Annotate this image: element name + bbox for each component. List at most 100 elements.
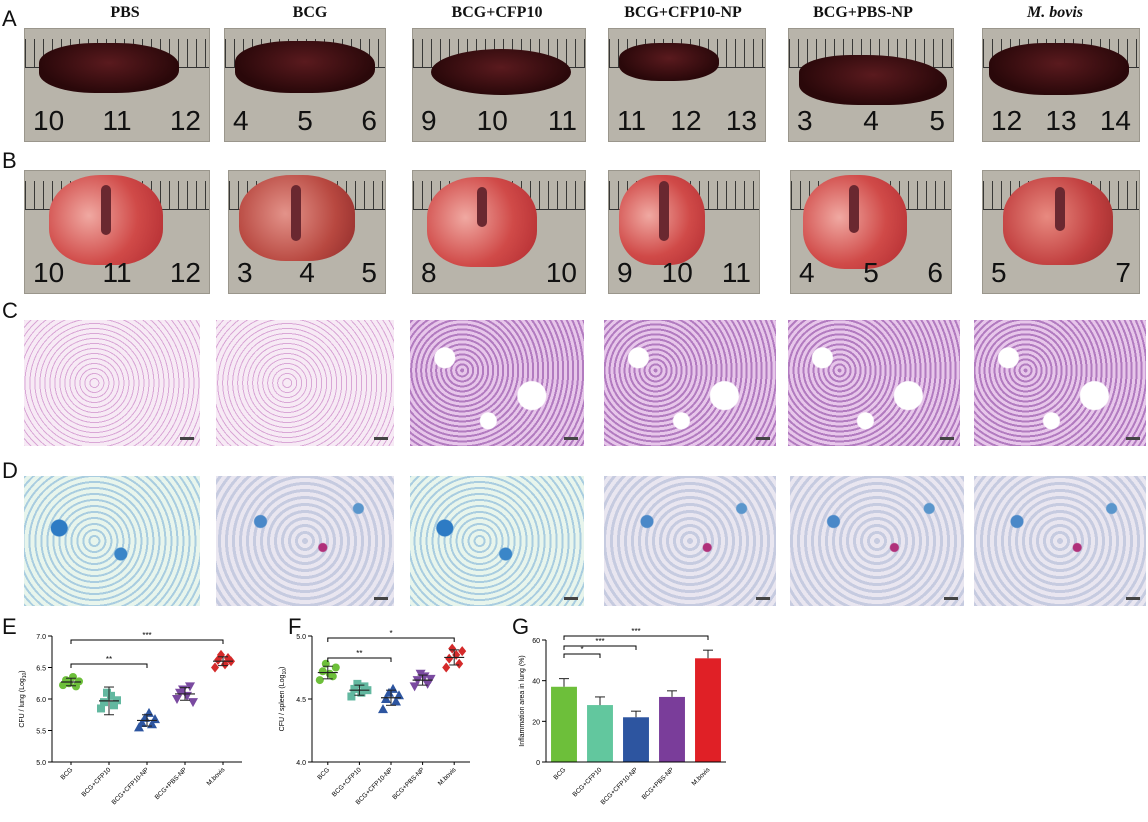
spleen-photo-bcg-cfp10: 9 10 11 [412,28,586,142]
lung-photo-bcg-cfp10: 8 10 [412,170,586,294]
data-point [409,682,420,692]
data-point [353,679,362,688]
ruler-number: 6 [927,257,943,288]
lung-photo-bcg-cfp10-np: 9 10 11 [608,170,760,294]
he-section-bcg-cfp10 [410,320,584,446]
data-point [107,691,115,700]
data-point [315,676,324,685]
ruler-number: 4 [299,257,315,288]
data-point [110,701,118,710]
ruler-number: 4 [799,257,815,288]
x-tick-label: BCG+PBS-NP [391,766,426,801]
significance-label: *** [142,631,151,640]
x-tick-label: BCG+CFP10 [572,766,604,798]
ruler-number: 5 [297,105,313,136]
zn-stain-m-bovis [974,476,1146,606]
data-point [394,690,404,700]
ruler-number: 10 [545,257,577,288]
ruler-number: 10 [476,105,508,136]
x-tick-label: BCG+PBS-NP [154,766,189,801]
zn-stain-bcg [216,476,394,606]
ruler-number: 3 [237,257,253,288]
he-section-bcg-pbs-np [788,320,960,446]
y-tick-label: 5.0 [296,634,306,641]
significance-label: * [580,645,583,654]
ruler-number: 10 [33,105,65,136]
significance-bracket [70,663,148,668]
data-point [388,683,398,693]
y-tick-label: 5.0 [36,760,46,767]
y-axis-label-end: ) [19,670,26,672]
data-point [137,717,147,727]
ruler-number: 11 [102,105,132,136]
column-title-bcg: BCG [292,4,328,21]
y-tick-label: 5.5 [36,729,46,736]
bar [587,705,613,762]
data-point [75,677,83,686]
data-point [144,707,154,717]
x-tick-label: BCG+CFP10 [81,766,113,798]
chart-cfu-spleen: 4.0 4.5 5.0 CFU / spleen (Log10) BCG BCG+CFP1… [279,629,470,806]
data-point [415,669,426,679]
data-point [458,646,467,657]
ruler-number: 7 [1115,257,1131,288]
spleen-photo-bcg: 4 5 6 [224,28,386,142]
y-tick-label: 0 [536,760,540,767]
zn-stain-bcg-cfp10 [410,476,584,606]
data-point [211,662,219,673]
data-point [442,662,451,673]
ruler-number: 5 [991,257,1007,288]
y-tick-label: 60 [532,638,540,645]
ruler-number: 11 [721,257,751,288]
significance-bracket [563,635,709,640]
spleen-photo-pbs: 10 11 12 [24,28,210,142]
y-axis-label-end: ) [279,667,286,669]
data-point [357,688,366,697]
significance-label: * [389,629,392,638]
data-point [328,672,337,681]
ruler-number: 13 [725,105,757,136]
ruler-number: 6 [361,105,377,136]
zn-stain-pbs [24,476,200,606]
spleen-photo-m-bovis: 12 13 14 [982,28,1140,142]
significance-bracket [327,657,392,662]
y-tick-label: 7.0 [36,634,46,641]
zn-stain-bcg-pbs-np [790,476,964,606]
bar [695,658,721,762]
ruler-number: 9 [421,105,437,136]
ruler-number: 8 [421,257,437,288]
ruler-number: 12 [169,257,201,288]
data-point [113,696,121,705]
y-axis-label: CFU / spleen (Log10) [279,667,288,732]
bar [551,686,577,762]
data-point [172,695,182,704]
x-tick-label: M.bovis [437,766,458,787]
zn-stain-bcg-cfp10-np [604,476,776,606]
ruler-number: 12 [169,105,201,136]
x-tick-label: BCG+PBS-NP [641,766,676,801]
y-tick-label: 40 [532,679,540,686]
significance-label: ** [356,649,362,658]
spleen-photo-bcg-pbs-np: 3 4 5 [788,28,954,142]
panel-letter-c: C [2,298,18,323]
panel-letter-g: G [512,614,530,639]
ruler-number: 12 [670,105,702,136]
significance-label: *** [595,637,604,646]
ruler-number: 11 [547,105,577,136]
panel-letter-e: E [2,614,17,639]
ruler-number: 5 [929,105,945,136]
data-point [217,649,225,660]
he-section-m-bovis [974,320,1146,446]
data-point [188,698,198,708]
chart-cfu-lung: 5.0 5.5 6.0 6.5 7.0 CFU / lung (Log10) BCG BCG+… [19,631,242,806]
significance-bracket [327,637,455,642]
lung-photo-pbs: 10 11 12 [24,170,210,294]
column-title-bcg-cfp10-np: BCG+CFP10-NP [624,4,742,21]
ruler-number: 13 [1045,105,1077,136]
bar [623,717,649,762]
x-tick-label: BCG [59,766,74,781]
x-tick-label: BCG+CFP10-NP [111,766,151,806]
x-tick-label: BCG [552,766,567,781]
panel-letter-a: A [2,6,17,31]
